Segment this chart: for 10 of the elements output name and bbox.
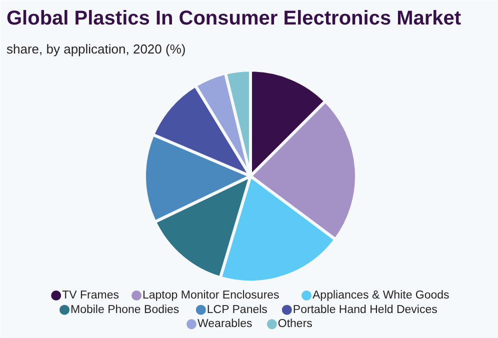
chart-subtitle: share, by application, 2020 (%) <box>6 42 186 56</box>
legend-label: Portable Hand Held Devices <box>292 304 438 316</box>
legend-label: Appliances & White Goods <box>312 290 450 302</box>
legend-label: LCP Panels <box>206 304 268 316</box>
legend-label: Laptop Monitor Enclosures <box>142 290 280 302</box>
legend-label: Others <box>278 318 313 330</box>
legend-label: Mobile Phone Bodies <box>70 304 180 316</box>
chart-title: Global Plastics In Consumer Electronics Market <box>6 8 462 30</box>
legend-label: Wearables <box>198 318 253 330</box>
legend-label: TV Frames <box>62 290 120 302</box>
